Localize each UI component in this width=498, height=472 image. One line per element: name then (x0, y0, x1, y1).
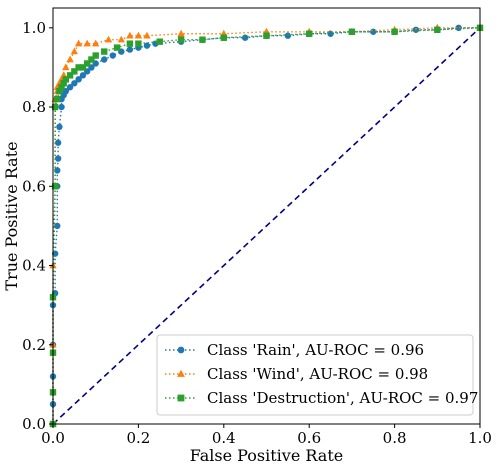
data-point (113, 44, 121, 51)
data-point (62, 63, 70, 71)
legend-box (156, 334, 474, 416)
data-point (56, 88, 63, 95)
data-point (126, 46, 134, 53)
data-point (74, 39, 83, 47)
data-point (220, 34, 227, 41)
diagonal-reference-line (52, 27, 481, 425)
data-point (143, 31, 151, 39)
x-tick-label: 0.6 (297, 429, 321, 447)
legend-entry: Class 'Destruction', AU-ROC = 0.97 (165, 389, 478, 407)
data-point (70, 47, 79, 55)
data-point (88, 56, 95, 63)
data-point (306, 30, 313, 37)
x-tick-label: 1.0 (468, 429, 492, 447)
legend-marker (177, 369, 185, 377)
data-point (66, 84, 74, 91)
data-point (135, 40, 142, 47)
data-point (79, 64, 87, 71)
y-tick-label: 0.6 (22, 177, 46, 195)
y-axis-ticks: 0.0 0.2 0.4 0.6 0.8 1.0 (22, 19, 53, 433)
data-point (60, 80, 67, 87)
data-point (117, 35, 125, 43)
data-point (75, 64, 82, 71)
data-point (51, 183, 59, 190)
legend-label: Class 'Rain', AU-ROC = 0.96 (207, 341, 424, 359)
data-point (62, 76, 70, 83)
data-point (177, 29, 185, 37)
data-point (54, 167, 61, 174)
y-tick-label: 0.0 (22, 415, 46, 433)
data-point (109, 52, 116, 59)
x-tick-label: 0.2 (126, 429, 150, 447)
data-point (66, 55, 74, 63)
data-point (58, 103, 65, 111)
data-point (199, 36, 206, 43)
data-point (92, 39, 100, 47)
data-point (263, 32, 270, 39)
data-point (104, 35, 113, 43)
data-point (391, 28, 398, 35)
y-tick-label: 0.4 (22, 257, 46, 275)
data-point (101, 48, 108, 55)
x-tick-label: 0.4 (212, 429, 236, 447)
x-axis-ticks: 0.0 0.2 0.4 0.6 0.8 1.0 (41, 424, 492, 447)
data-point (79, 72, 87, 79)
diagonal-layer (52, 27, 481, 425)
legend-marker (177, 346, 185, 354)
plot-frame (52, 7, 481, 425)
y-tick-label: 0.8 (22, 98, 46, 116)
data-point (54, 155, 62, 162)
data-point (143, 42, 151, 49)
data-point (126, 31, 134, 39)
legend-label: Class 'Destruction', AU-ROC = 0.97 (207, 389, 478, 407)
x-tick-label: 0.0 (41, 429, 65, 447)
legend-entry: Class 'Rain', AU-ROC = 0.96 (165, 341, 424, 359)
data-point (101, 56, 108, 63)
series-line (52, 27, 480, 424)
legend: Class 'Rain', AU-ROC = 0.96 Class 'Wind',… (156, 334, 478, 416)
data-point (71, 80, 78, 87)
legend-marker (177, 394, 185, 402)
data-point (71, 68, 78, 75)
legend-entries: Class 'Rain', AU-ROC = 0.96 Class 'Wind',… (165, 341, 478, 407)
y-tick-label: 0.2 (22, 336, 46, 354)
data-point (92, 52, 99, 59)
data-point (54, 139, 62, 146)
legend-entry: Class 'Wind', AU-ROC = 0.98 (165, 365, 428, 383)
data-point (177, 36, 185, 43)
data-point (54, 95, 61, 103)
data-point (412, 26, 420, 33)
data-point (83, 60, 91, 67)
data-point (126, 40, 134, 47)
y-axis-title: True Positive Rate (2, 141, 21, 290)
data-point (83, 39, 91, 47)
legend-label: Class 'Wind', AU-ROC = 0.98 (207, 365, 428, 383)
x-tick-label: 0.8 (383, 429, 407, 447)
data-point (241, 34, 249, 41)
data-point (134, 31, 143, 39)
data-point (54, 222, 61, 230)
data-point (434, 26, 441, 33)
data-point (66, 72, 74, 79)
x-axis-title: False Positive Rate (190, 446, 344, 465)
y-tick-label: 1.0 (22, 19, 46, 37)
data-point (75, 76, 82, 83)
data-point (51, 103, 59, 111)
series-layer (49, 23, 484, 428)
data-point (58, 84, 65, 91)
data-point (284, 32, 292, 39)
data-point (56, 123, 63, 131)
data-point (156, 38, 163, 45)
data-point (348, 28, 356, 35)
